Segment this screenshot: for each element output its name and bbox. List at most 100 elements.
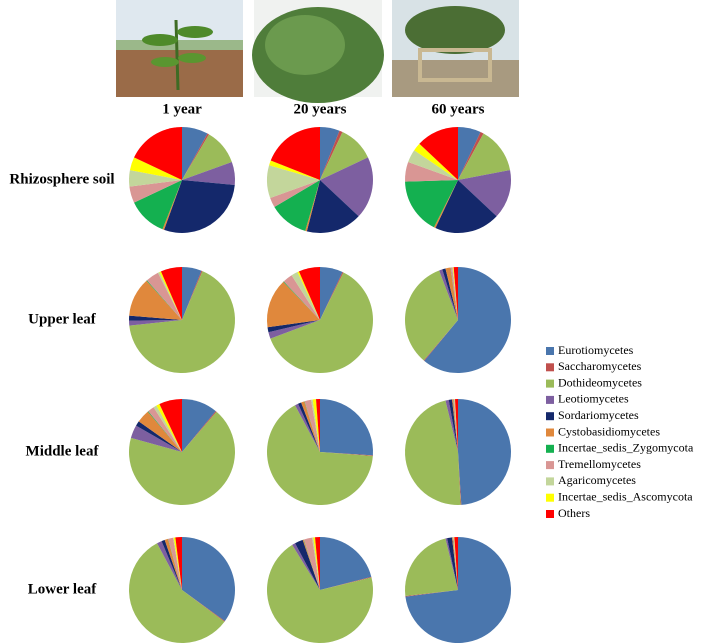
photo-young-plant — [116, 0, 243, 97]
legend-label: Leotiomycetes — [558, 392, 629, 406]
pie-slice — [306, 180, 359, 234]
pie-slice — [182, 399, 216, 452]
pie-slice — [320, 267, 343, 320]
pie-slice — [311, 399, 320, 452]
pie-slice — [301, 401, 320, 452]
pie-slice — [298, 402, 320, 452]
pie-slice — [313, 537, 320, 590]
pie-slice — [182, 270, 203, 320]
pie-slice — [452, 537, 458, 590]
legend-swatch — [546, 510, 554, 518]
pie-slice — [283, 281, 320, 320]
pie-slice — [453, 267, 458, 320]
pie-slice — [182, 267, 202, 320]
pie-slice — [320, 399, 373, 456]
pie-slice — [453, 399, 458, 452]
pie-slice — [433, 180, 458, 228]
legend-swatch — [546, 347, 554, 355]
pie-slice — [270, 272, 373, 374]
pie-slice — [454, 399, 458, 452]
pie-slice — [320, 452, 373, 456]
column-label: 1 year — [162, 101, 202, 117]
pie-slice — [173, 537, 182, 590]
pie-slice — [157, 272, 182, 320]
row-label: Rhizosphere soil — [9, 171, 114, 187]
pie-slice — [156, 404, 182, 452]
pie-slice — [316, 399, 320, 452]
pie-slice — [157, 541, 182, 590]
pie-slice — [182, 133, 209, 180]
pie-slice — [453, 399, 458, 452]
pie-slice — [435, 180, 497, 233]
pie-slice — [458, 127, 481, 180]
pie-slice — [408, 150, 458, 180]
pie-slice — [305, 180, 320, 232]
pie-slice — [138, 411, 182, 452]
pie-slice — [454, 537, 458, 590]
pie-slice — [453, 537, 458, 590]
pie-slice — [267, 544, 373, 644]
pie-slice — [175, 537, 182, 590]
legend-label: Eurotiomycetes — [558, 343, 634, 357]
pie-slice — [267, 320, 320, 333]
pie-slice — [458, 452, 462, 505]
pie-slice — [182, 537, 235, 622]
pie-slice — [274, 180, 320, 231]
pie-slice — [303, 539, 320, 590]
legend-label: Cystobasidiomycetes — [558, 424, 660, 438]
legend-label: Tremellomycetes — [558, 457, 641, 471]
legend-label: Dothideomycetes — [558, 375, 642, 389]
pie-slice — [129, 180, 182, 203]
pie-slice — [182, 127, 208, 180]
legend-swatch — [546, 395, 554, 404]
pie-slice — [312, 399, 320, 452]
pie-slice — [134, 180, 182, 230]
pie-slice — [320, 127, 340, 180]
pie-slice — [304, 401, 320, 452]
pie-slice — [320, 132, 368, 180]
pie-slice — [445, 538, 458, 590]
legend-swatch — [546, 412, 554, 421]
pie-slice — [458, 170, 511, 217]
pie-slice — [130, 425, 182, 452]
pie-slice — [315, 537, 320, 590]
pie-slice — [303, 537, 320, 590]
pie-slice — [424, 267, 512, 373]
pie-slice — [129, 157, 182, 180]
pie-slice — [452, 537, 458, 590]
pie-slice — [129, 543, 225, 643]
photo-old-tree — [392, 0, 519, 97]
legend-label: Incertae_sedis_Zygomycota — [558, 441, 694, 455]
pie-slice — [168, 537, 182, 590]
pie-slice — [442, 268, 458, 320]
pie-slice — [295, 403, 320, 452]
pie-slice — [405, 162, 458, 182]
pie-slice — [320, 576, 372, 590]
pie-slice — [302, 539, 320, 590]
pie-slice — [129, 320, 182, 326]
pie-slice — [320, 157, 373, 217]
legend-swatch — [546, 379, 554, 388]
pie-slice — [405, 400, 461, 505]
pie-slice — [312, 537, 320, 590]
legend-label: Incertae_sedis_Ascomycota — [558, 489, 693, 503]
pie-slice — [164, 538, 182, 590]
pie-slice — [292, 543, 320, 590]
pie-slice — [267, 281, 320, 328]
pie-slice — [452, 399, 458, 452]
photo-bush — [252, 0, 384, 103]
pie-slice — [419, 127, 458, 180]
legend-swatch — [546, 444, 554, 453]
legend-label: Others — [558, 506, 590, 520]
pie-slice — [458, 132, 484, 180]
pie-slice — [173, 537, 182, 590]
pie-slice — [291, 272, 320, 320]
pie-slice — [164, 180, 235, 233]
pie-slice — [270, 127, 320, 180]
pie-slice — [297, 271, 320, 320]
legend-label: Sordariomycetes — [558, 408, 639, 422]
pie-slice — [128, 411, 235, 506]
pie-slice — [268, 320, 320, 339]
pie-slice — [267, 405, 373, 506]
